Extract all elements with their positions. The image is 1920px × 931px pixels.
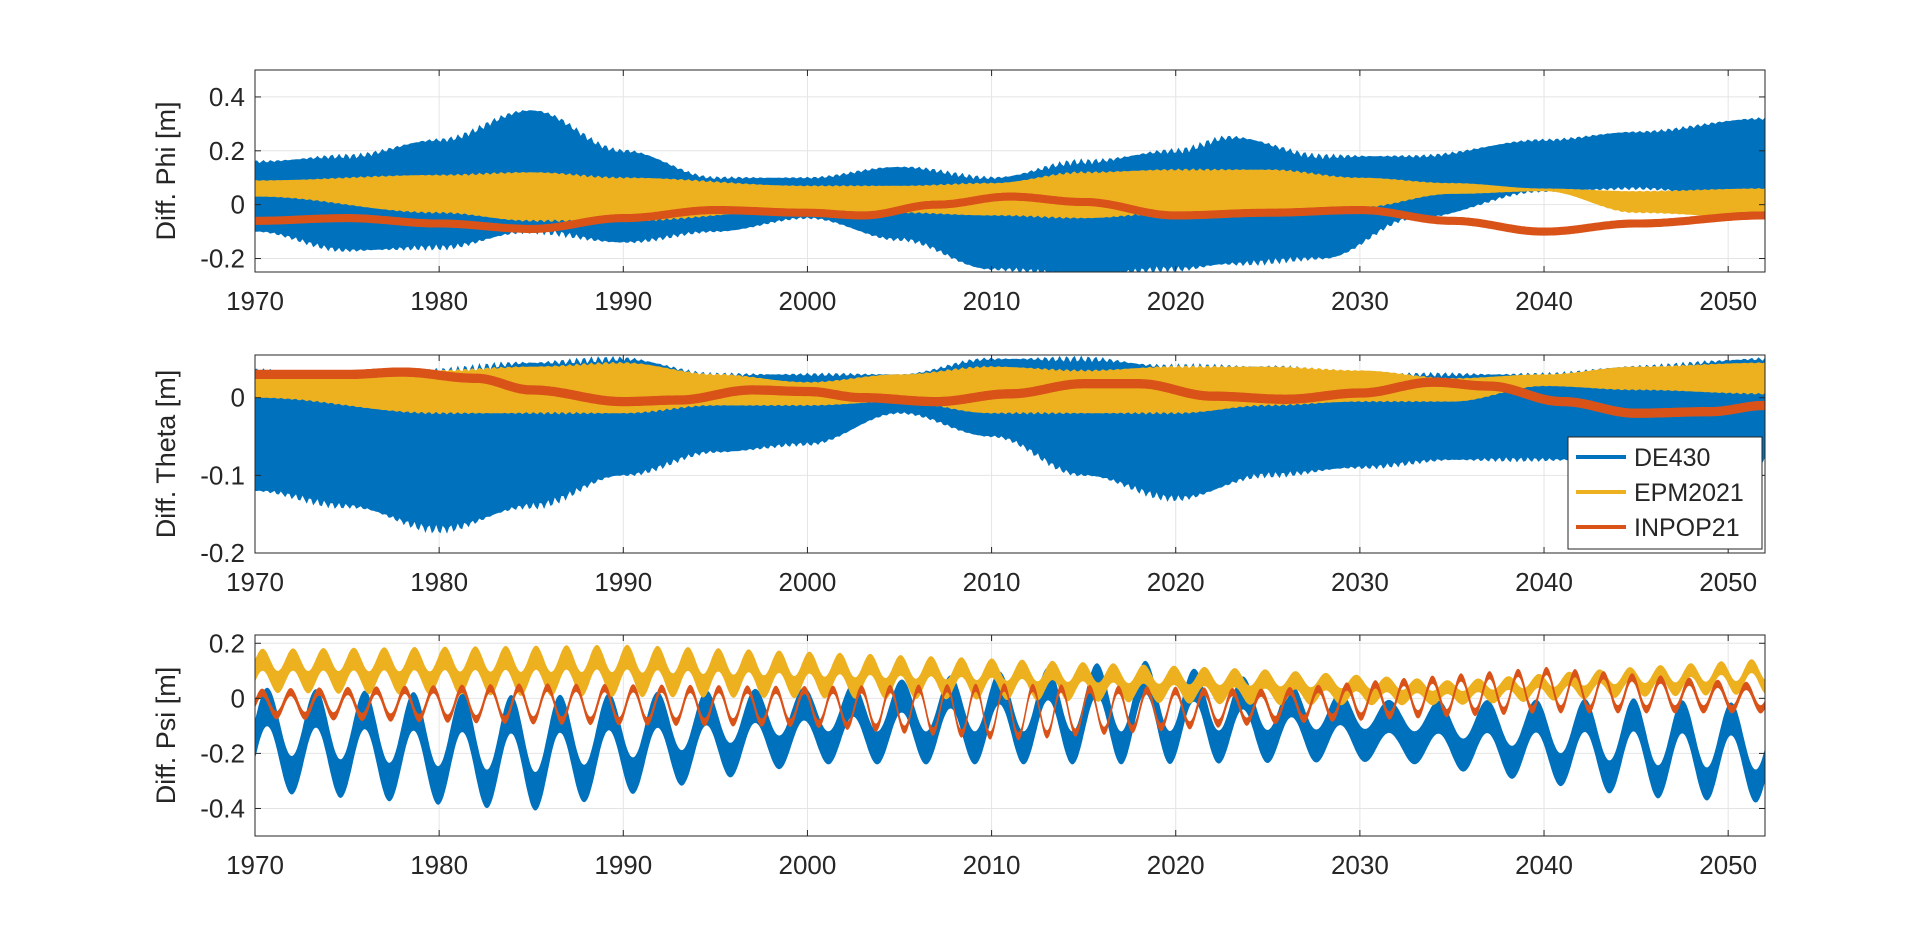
y-tick-label: -0.2 bbox=[200, 538, 245, 568]
x-tick-label: 2030 bbox=[1331, 286, 1389, 316]
x-tick-label: 1970 bbox=[226, 567, 284, 597]
legend: DE430 EPM2021 INPOP21 bbox=[1567, 436, 1763, 550]
y-axis-label: Diff. Psi [m] bbox=[151, 667, 181, 805]
legend-label: EPM2021 bbox=[1634, 479, 1744, 507]
plot-area bbox=[255, 644, 1765, 811]
subplot-2: 1970 1980 1990 2000 2010 2020 2030 2040 2050 -0.4… bbox=[151, 628, 1766, 880]
y-axis-label: Diff. Phi [m] bbox=[151, 101, 181, 240]
y-tick-label: -0.1 bbox=[200, 460, 245, 490]
x-tick-label: 1970 bbox=[226, 286, 284, 316]
y-tick-label: 0.4 bbox=[209, 82, 245, 112]
x-tick-label: 2000 bbox=[779, 850, 837, 880]
plot-area bbox=[255, 110, 1765, 272]
y-tick-label: 0 bbox=[231, 190, 245, 220]
series-INPOP21 bbox=[255, 192, 1765, 236]
y-tick-label: -0.4 bbox=[200, 793, 245, 823]
y-tick-label: 0 bbox=[231, 683, 245, 713]
axes-box bbox=[254, 69, 1766, 273]
legend-label: INPOP21 bbox=[1634, 514, 1740, 542]
x-tick-label: 2050 bbox=[1699, 286, 1757, 316]
subplot-1: 1970 1980 1990 2000 2010 2020 2030 2040 2050 -0.2… bbox=[151, 354, 1766, 597]
x-tick-label: 2040 bbox=[1515, 567, 1573, 597]
series-EPM2021 bbox=[255, 644, 1765, 706]
x-tick-label: 1990 bbox=[594, 850, 652, 880]
axes-box bbox=[254, 354, 1766, 554]
x-tick-label: 2040 bbox=[1515, 850, 1573, 880]
subplot-0: 1970 1980 1990 2000 2010 2020 2030 2040 2050 -0.2… bbox=[151, 69, 1766, 316]
y-axis-label: Diff. Theta [m] bbox=[151, 370, 181, 539]
x-tick-label: 2030 bbox=[1331, 567, 1389, 597]
plot-area bbox=[255, 355, 1765, 534]
series-DE430 bbox=[255, 660, 1765, 811]
series-INPOP21 bbox=[255, 666, 1765, 741]
x-tick-label: 1980 bbox=[410, 286, 468, 316]
y-tick-label: 0.2 bbox=[209, 628, 245, 658]
y-tick-label: -0.2 bbox=[200, 738, 245, 768]
x-tick-label: 1990 bbox=[594, 286, 652, 316]
x-tick-label: 2050 bbox=[1699, 567, 1757, 597]
legend-label: DE430 bbox=[1634, 444, 1710, 472]
x-tick-label: 1980 bbox=[410, 850, 468, 880]
y-tick-label: -0.2 bbox=[200, 244, 245, 274]
axes-box bbox=[254, 634, 1766, 837]
series-INPOP21 bbox=[255, 367, 1765, 418]
x-tick-label: 2010 bbox=[963, 850, 1021, 880]
x-tick-label: 2040 bbox=[1515, 286, 1573, 316]
x-tick-label: 2020 bbox=[1147, 850, 1205, 880]
x-tick-label: 2010 bbox=[963, 286, 1021, 316]
y-tick-label: 0 bbox=[231, 383, 245, 413]
x-tick-label: 2020 bbox=[1147, 286, 1205, 316]
x-tick-label: 2000 bbox=[779, 286, 837, 316]
x-tick-label: 1990 bbox=[594, 567, 652, 597]
x-tick-label: 2010 bbox=[963, 567, 1021, 597]
x-tick-label: 2000 bbox=[779, 567, 837, 597]
x-tick-label: 2020 bbox=[1147, 567, 1205, 597]
y-tick-label: 0.2 bbox=[209, 136, 245, 166]
x-tick-label: 2050 bbox=[1699, 850, 1757, 880]
x-tick-label: 1970 bbox=[226, 850, 284, 880]
x-tick-label: 1980 bbox=[410, 567, 468, 597]
x-tick-label: 2030 bbox=[1331, 850, 1389, 880]
